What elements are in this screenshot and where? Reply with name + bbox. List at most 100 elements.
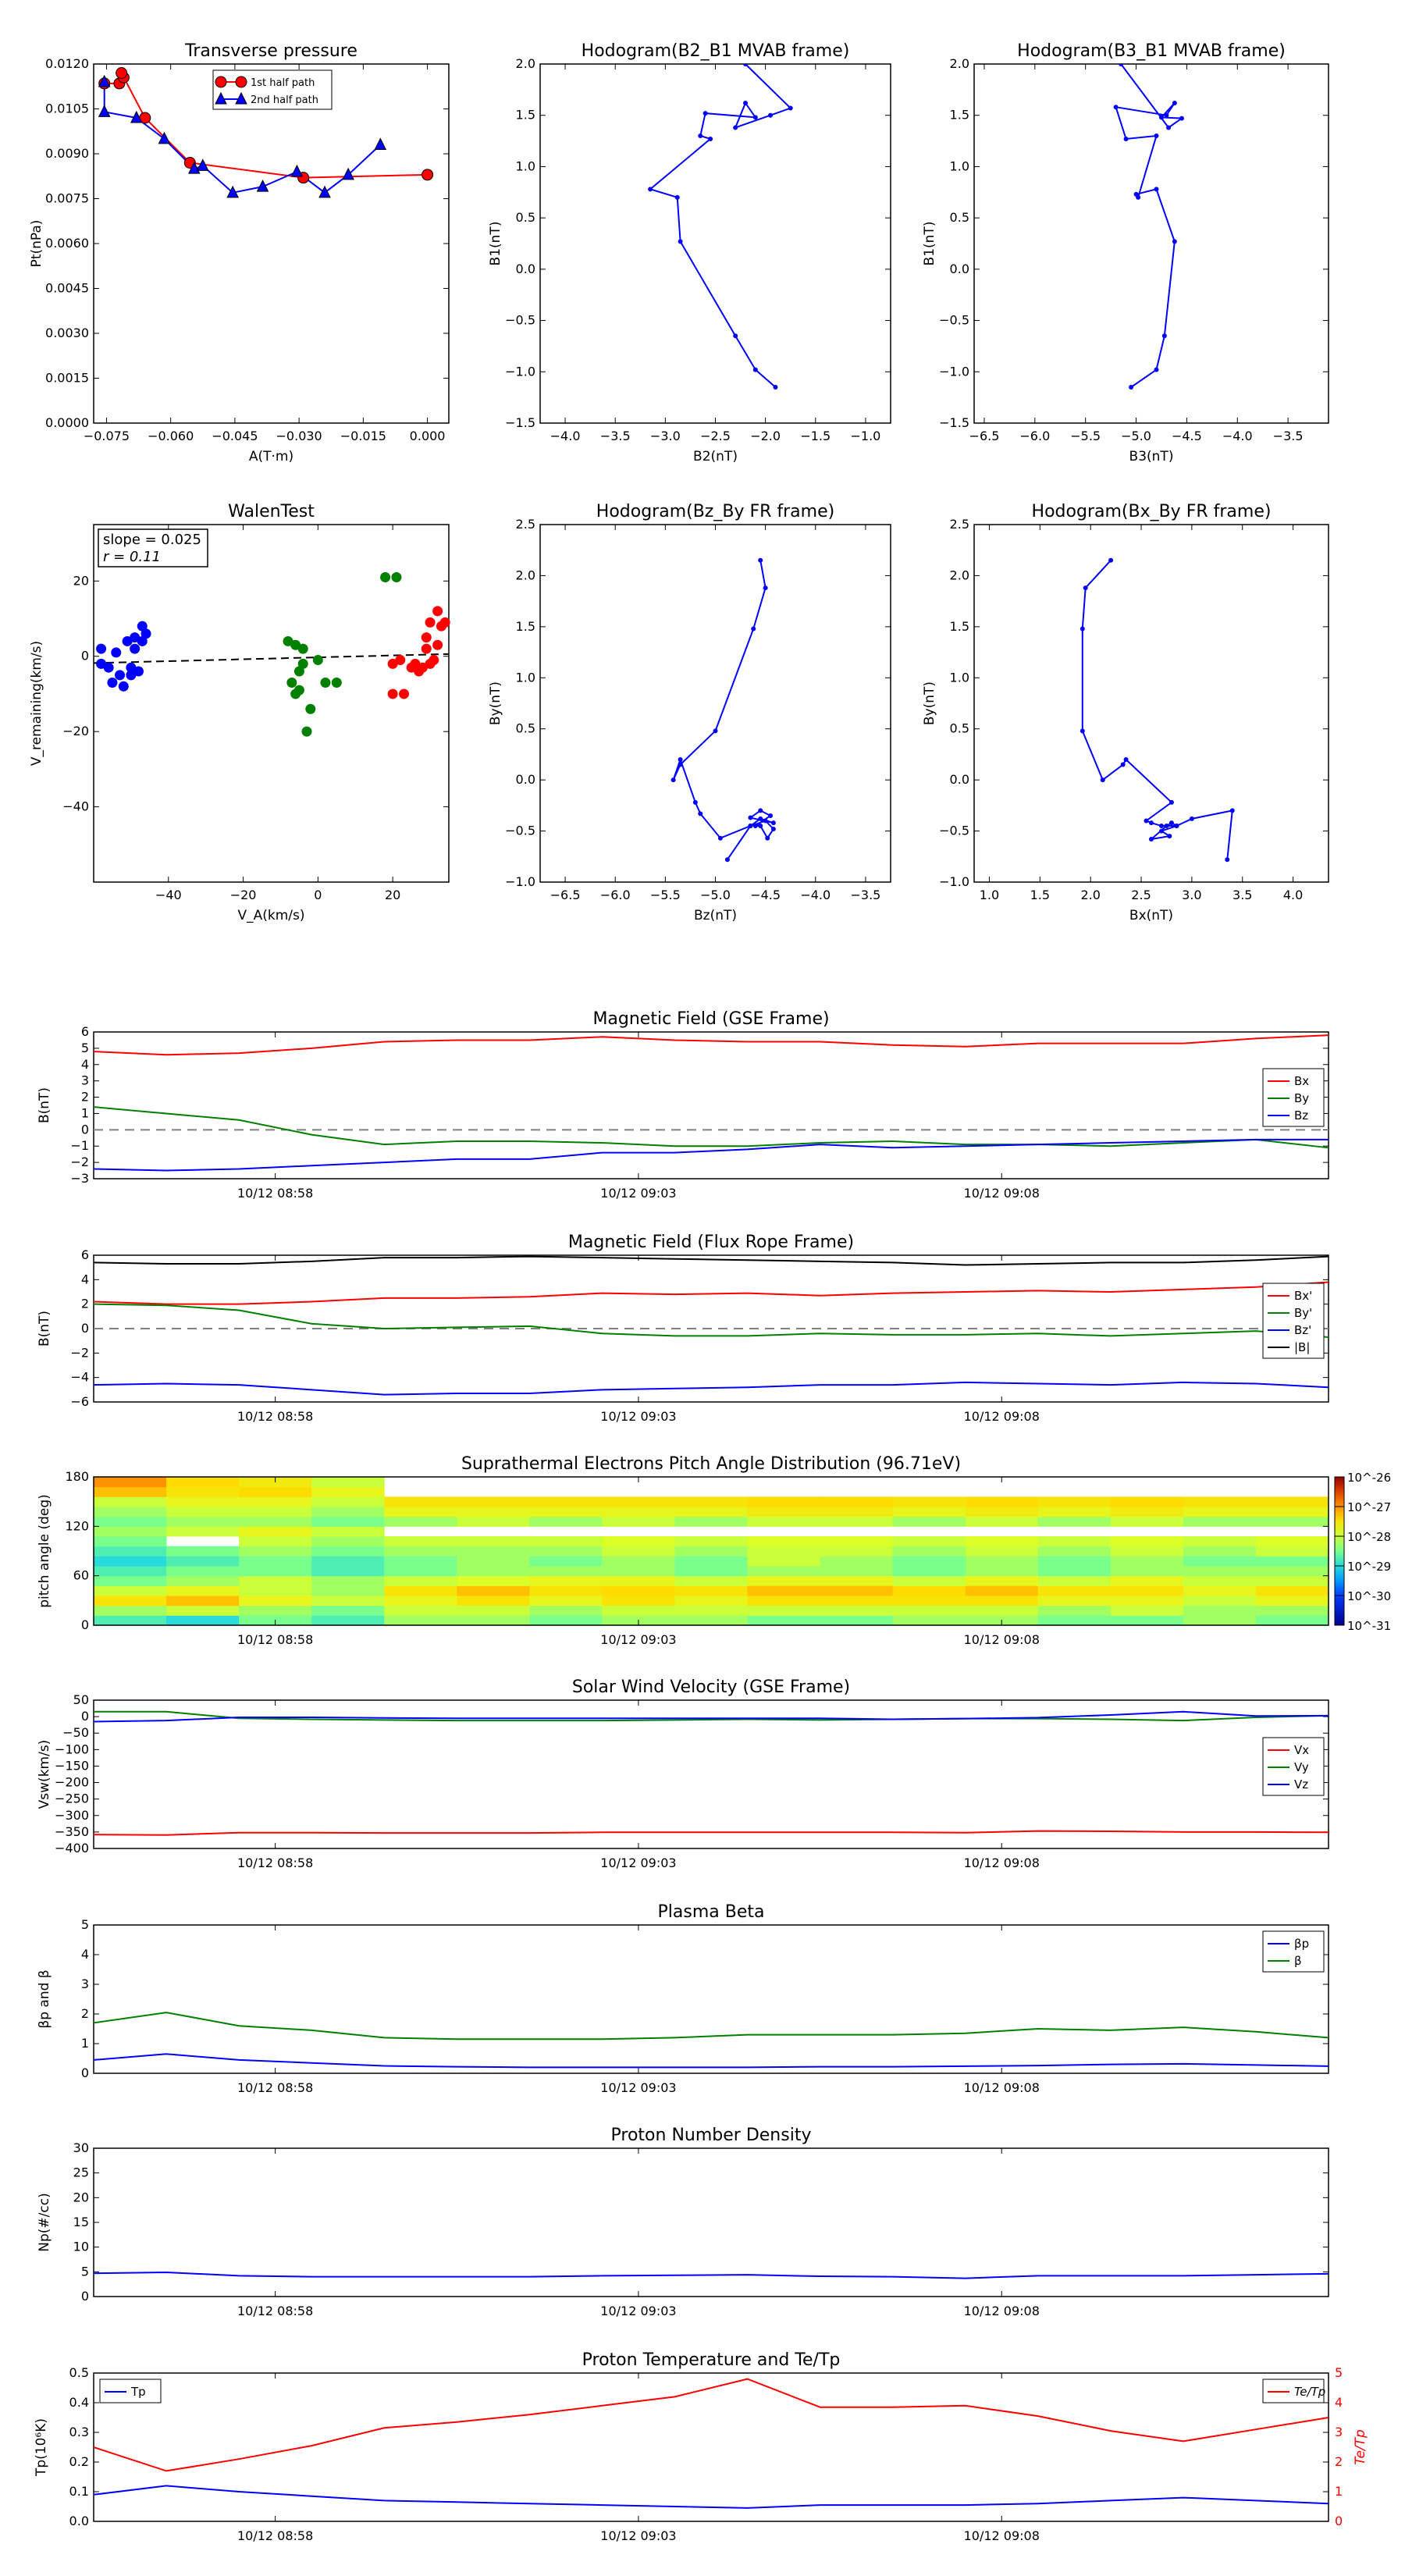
h2-xtick-label: −6.0: [1019, 429, 1050, 443]
tp-xtick-label: −0.030: [276, 429, 322, 443]
h4-data-point: [1149, 820, 1154, 826]
h2-data-point: [1113, 105, 1119, 110]
beta-ytick-label: 4: [81, 1947, 89, 1962]
h2-data-point: [1123, 136, 1129, 141]
bfr-legend-label: Bz': [1294, 1323, 1311, 1337]
h3-xtick-label: −5.5: [650, 888, 681, 902]
vsw-ytick-label: −200: [55, 1775, 89, 1790]
tp2-ytick-label: 0.5: [69, 2365, 89, 2380]
h2-data-point: [1172, 239, 1177, 244]
pad-cell: [457, 1615, 530, 1626]
vsw-plot-frame: [93, 1699, 1329, 1849]
pad-cell: [1110, 1566, 1184, 1577]
walen-data-point: [96, 643, 107, 654]
pad-cell: [1037, 1566, 1112, 1577]
pad-ytick-label: 0: [81, 1617, 89, 1632]
beta-ylabel: βp and β: [37, 1969, 52, 2028]
h2-ytick-label: 0.5: [950, 210, 969, 225]
h4-xtick-label: 2.0: [1080, 888, 1100, 902]
pad-cell: [602, 1516, 675, 1527]
h4-ytick-label: 1.5: [950, 619, 969, 634]
h1-plot-area: [648, 64, 793, 390]
pad-cell: [529, 1536, 603, 1547]
tp-data-point: [342, 167, 354, 180]
beta-legend-box: [1262, 1930, 1325, 1973]
tp-legend-label: 1st half path: [251, 77, 315, 89]
pad-cell: [674, 1575, 749, 1586]
tp-ytick-label: 0.0120: [45, 56, 89, 71]
h2-xtick-label: −4.5: [1172, 429, 1202, 443]
h1-xtick-label: −2.0: [750, 429, 781, 443]
pad-cell: [1255, 1536, 1329, 1547]
walen-title: WalenTest: [228, 502, 315, 521]
walen-ytick-label: −20: [62, 724, 89, 738]
h4-xtick-label: 2.5: [1131, 888, 1151, 902]
tp-data-point: [158, 131, 171, 144]
h4-ytick-label: −1.0: [939, 874, 969, 889]
h3-data-point: [765, 835, 770, 841]
pad-cell: [384, 1566, 457, 1577]
walen-annotation-box: [98, 528, 208, 568]
pad-cell: [892, 1556, 966, 1567]
pad-cell: [674, 1605, 749, 1616]
tp-xtick-label: −0.075: [84, 429, 130, 443]
tp-series-line: [103, 82, 381, 194]
pad-cell: [892, 1536, 966, 1547]
h4-data-point: [1189, 816, 1194, 821]
pad-cell: [94, 1566, 167, 1577]
np-ytick-label: 30: [73, 2140, 89, 2155]
h1-data-point: [674, 194, 680, 200]
beta-series-p-line: [93, 2053, 1329, 2069]
pad-cell: [384, 1615, 457, 1626]
pad-cell: [239, 1536, 312, 1547]
bgse-time-tick-label: 10/12 09:03: [600, 1186, 676, 1201]
bfr-legend-label: Bx': [1294, 1289, 1312, 1303]
h1-ytick-label: −0.5: [505, 313, 535, 328]
bfr-ylabel: B(nT): [37, 1311, 52, 1347]
pad-cell: [820, 1507, 894, 1517]
tp-ytick-label: 0.0015: [45, 371, 89, 386]
pad-cell: [965, 1596, 1039, 1606]
h2-xlabel: B3(nT): [1129, 449, 1174, 464]
bfr-time-tick-label: 10/12 08:58: [237, 1409, 313, 1424]
h1-xtick-label: −1.0: [850, 429, 880, 443]
h2-data-point: [1129, 385, 1134, 390]
pad-cell: [1255, 1496, 1329, 1507]
bgse-ylabel: B(nT): [37, 1087, 52, 1123]
pad-cell: [602, 1585, 675, 1596]
pad-cell: [239, 1546, 312, 1557]
colorbar: [1334, 1476, 1345, 1626]
vsw-ytick-label: −400: [55, 1841, 89, 1856]
tp-data-point: [256, 180, 269, 192]
h2-data-point: [1154, 367, 1159, 372]
h4-xtick-label: 4.0: [1283, 888, 1303, 902]
pad-cell: [1255, 1507, 1329, 1517]
pad-cell: [1110, 1507, 1184, 1517]
h4-xtick-label: 3.5: [1232, 888, 1252, 902]
tp2-ytick-label-right: 4: [1335, 2395, 1343, 2410]
h4-data-point: [1108, 557, 1114, 563]
h3-data-point: [763, 585, 768, 591]
h2-series-line: [1115, 64, 1184, 388]
pad-cell: [311, 1526, 385, 1537]
colorbar-tick-label: 10^-26: [1347, 1471, 1391, 1485]
h3-data-point: [748, 824, 753, 829]
pad-cell: [674, 1516, 749, 1527]
pad-cell: [311, 1477, 385, 1488]
pad-time-tick-label: 10/12 09:08: [964, 1632, 1040, 1647]
np-time-tick-label: 10/12 09:08: [964, 2304, 1040, 2318]
pad-cell: [965, 1566, 1039, 1577]
h4-plot-area: [1080, 557, 1235, 863]
bfr-legend-label: By': [1294, 1306, 1312, 1320]
pad-cell: [1183, 1575, 1257, 1586]
vsw-series-Vx-line: [93, 1830, 1329, 1836]
pad-cell: [457, 1585, 530, 1596]
h3-data-point: [748, 815, 753, 820]
beta-series--line: [93, 2012, 1329, 2041]
walen-data-point: [130, 632, 140, 643]
pad-cell: [457, 1546, 530, 1557]
h3-title: Hodogram(Bz_By FR frame): [596, 502, 834, 521]
h3-data-point: [752, 824, 758, 829]
pad-cell: [892, 1507, 966, 1517]
pad-time-tick-label: 10/12 09:03: [600, 1632, 676, 1647]
